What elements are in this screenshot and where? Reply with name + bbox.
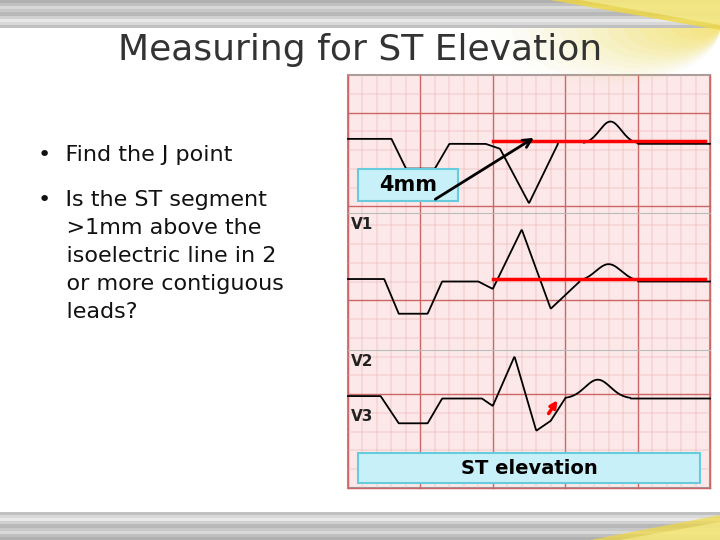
Text: •  Is the ST segment
    >1mm above the
    isoelectric line in 2
    or more co: • Is the ST segment >1mm above the isoel…	[38, 190, 284, 322]
Bar	[358, 453, 700, 483]
Bar	[0, 518, 720, 521]
Bar	[0, 21, 720, 25]
Bar	[0, 15, 720, 19]
Text: V3: V3	[351, 409, 374, 424]
Ellipse shape	[640, 8, 720, 48]
Text: V1: V1	[351, 217, 373, 232]
Ellipse shape	[576, 0, 720, 64]
Text: ST elevation: ST elevation	[461, 458, 598, 477]
Ellipse shape	[704, 24, 720, 32]
Text: Measuring for ST Elevation: Measuring for ST Elevation	[118, 33, 602, 67]
Text: •  Find the J point: • Find the J point	[38, 145, 233, 165]
Bar	[0, 536, 720, 540]
Ellipse shape	[688, 20, 720, 36]
Ellipse shape	[560, 0, 720, 68]
Bar	[0, 511, 720, 515]
Bar	[0, 534, 720, 537]
Polygon shape	[580, 0, 720, 25]
Bar	[0, 527, 720, 531]
Ellipse shape	[608, 0, 720, 56]
Bar	[348, 75, 710, 488]
Polygon shape	[620, 522, 720, 540]
Bar	[0, 3, 720, 6]
Ellipse shape	[544, 0, 720, 72]
Bar	[0, 515, 720, 518]
Text: 4mm: 4mm	[379, 174, 437, 194]
Ellipse shape	[624, 4, 720, 52]
Bar	[0, 6, 720, 9]
Text: V2: V2	[351, 354, 374, 369]
Polygon shape	[550, 0, 720, 30]
Bar	[0, 0, 720, 3]
Bar	[0, 24, 720, 28]
Bar	[0, 12, 720, 16]
Bar	[0, 521, 720, 524]
Bar	[0, 18, 720, 22]
Bar	[358, 168, 458, 201]
Ellipse shape	[592, 0, 720, 60]
Polygon shape	[590, 515, 720, 540]
Bar	[0, 530, 720, 534]
Ellipse shape	[672, 16, 720, 40]
Bar	[0, 524, 720, 528]
Bar	[0, 9, 720, 12]
Ellipse shape	[656, 12, 720, 44]
